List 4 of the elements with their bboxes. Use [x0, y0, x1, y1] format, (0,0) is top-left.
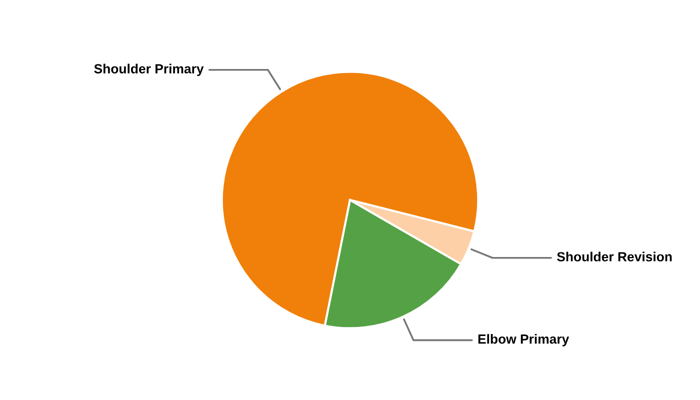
- pie-slice: [220, 70, 480, 327]
- slice-label: Shoulder Primary: [94, 64, 204, 76]
- slice-label: Shoulder Revision: [557, 252, 672, 262]
- slice-label: Elbow Primary: [478, 334, 570, 346]
